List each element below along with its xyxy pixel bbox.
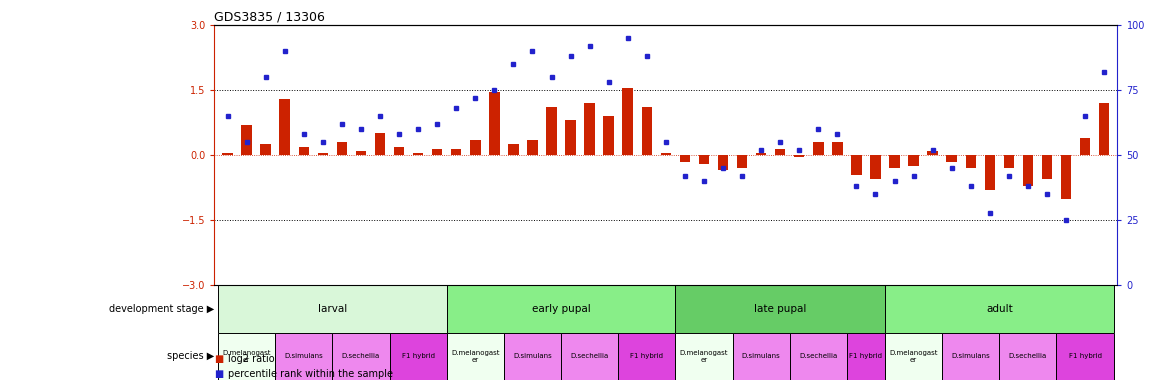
Text: D.melanogast
er: D.melanogast er — [680, 350, 728, 363]
Bar — [261, 144, 271, 155]
Bar — [585, 103, 595, 155]
Text: F1 hybrid: F1 hybrid — [402, 354, 434, 359]
Bar — [756, 153, 767, 155]
Bar — [332, 333, 389, 380]
Bar — [698, 155, 709, 164]
Bar — [547, 108, 557, 155]
Bar — [1056, 333, 1114, 380]
Bar — [1023, 155, 1033, 185]
Text: D.simulans: D.simulans — [952, 354, 990, 359]
Bar — [660, 153, 672, 155]
Bar — [813, 142, 823, 155]
Bar — [389, 333, 447, 380]
Bar — [946, 155, 957, 162]
Bar — [885, 285, 1114, 333]
Text: percentile rank within the sample: percentile rank within the sample — [228, 369, 393, 379]
Bar — [527, 140, 537, 155]
Bar — [504, 333, 560, 380]
Bar — [733, 333, 790, 380]
Bar — [966, 155, 976, 168]
Bar — [642, 108, 652, 155]
Bar — [508, 144, 519, 155]
Bar — [222, 153, 233, 155]
Text: adult: adult — [985, 304, 1013, 314]
Text: D.simulans: D.simulans — [513, 354, 552, 359]
Bar — [928, 151, 938, 155]
Bar — [775, 149, 785, 155]
Bar — [450, 149, 462, 155]
Text: log2 ratio: log2 ratio — [228, 354, 274, 364]
Bar — [623, 88, 633, 155]
Bar — [565, 121, 576, 155]
Bar — [790, 333, 846, 380]
Text: larval: larval — [317, 304, 347, 314]
Bar — [603, 116, 614, 155]
Text: development stage ▶: development stage ▶ — [109, 304, 214, 314]
Bar — [833, 142, 843, 155]
Text: D.sechellia: D.sechellia — [1009, 354, 1047, 359]
Text: early pupal: early pupal — [532, 304, 591, 314]
Bar — [299, 147, 309, 155]
Bar — [356, 151, 366, 155]
Text: F1 hybrid: F1 hybrid — [1069, 354, 1101, 359]
Text: D.melanogast
er: D.melanogast er — [452, 350, 499, 363]
Text: F1 hybrid: F1 hybrid — [850, 354, 882, 359]
Bar — [675, 285, 885, 333]
Bar — [718, 155, 728, 170]
Text: ■: ■ — [214, 369, 223, 379]
Text: D.sechellia: D.sechellia — [799, 354, 837, 359]
Bar — [447, 285, 675, 333]
Bar — [885, 333, 943, 380]
Bar — [317, 153, 328, 155]
Text: D.sechellia: D.sechellia — [571, 354, 609, 359]
Text: D.simulans: D.simulans — [742, 354, 780, 359]
Bar — [675, 333, 733, 380]
Bar — [984, 155, 995, 190]
Bar — [413, 153, 424, 155]
Bar — [1079, 138, 1091, 155]
Bar — [375, 134, 386, 155]
Text: D.melanogast
er: D.melanogast er — [889, 350, 938, 363]
Bar — [794, 155, 805, 157]
Bar — [999, 333, 1056, 380]
Bar — [241, 125, 251, 155]
Bar — [470, 140, 481, 155]
Bar — [851, 155, 862, 175]
Text: D.simulans: D.simulans — [285, 354, 323, 359]
Bar — [489, 92, 499, 155]
Bar — [276, 333, 332, 380]
Bar — [218, 333, 276, 380]
Bar — [846, 333, 885, 380]
Text: GDS3835 / 13306: GDS3835 / 13306 — [214, 11, 325, 24]
Bar — [618, 333, 675, 380]
Bar — [560, 333, 618, 380]
Text: species ▶: species ▶ — [167, 351, 214, 361]
Bar — [943, 333, 999, 380]
Bar — [889, 155, 900, 168]
Bar — [1099, 103, 1109, 155]
Text: F1 hybrid: F1 hybrid — [630, 354, 664, 359]
Bar — [337, 142, 347, 155]
Text: D.sechellia: D.sechellia — [342, 354, 380, 359]
Bar — [1061, 155, 1071, 199]
Bar — [908, 155, 918, 166]
Bar — [1004, 155, 1014, 168]
Bar — [394, 147, 404, 155]
Bar — [736, 155, 747, 168]
Text: ■: ■ — [214, 354, 223, 364]
Bar — [279, 99, 290, 155]
Text: D.melanogast
er: D.melanogast er — [222, 350, 271, 363]
Bar — [870, 155, 881, 179]
Bar — [680, 155, 690, 162]
Bar — [218, 285, 447, 333]
Text: late pupal: late pupal — [754, 304, 806, 314]
Bar — [432, 149, 442, 155]
Bar — [1042, 155, 1053, 179]
Bar — [447, 333, 504, 380]
